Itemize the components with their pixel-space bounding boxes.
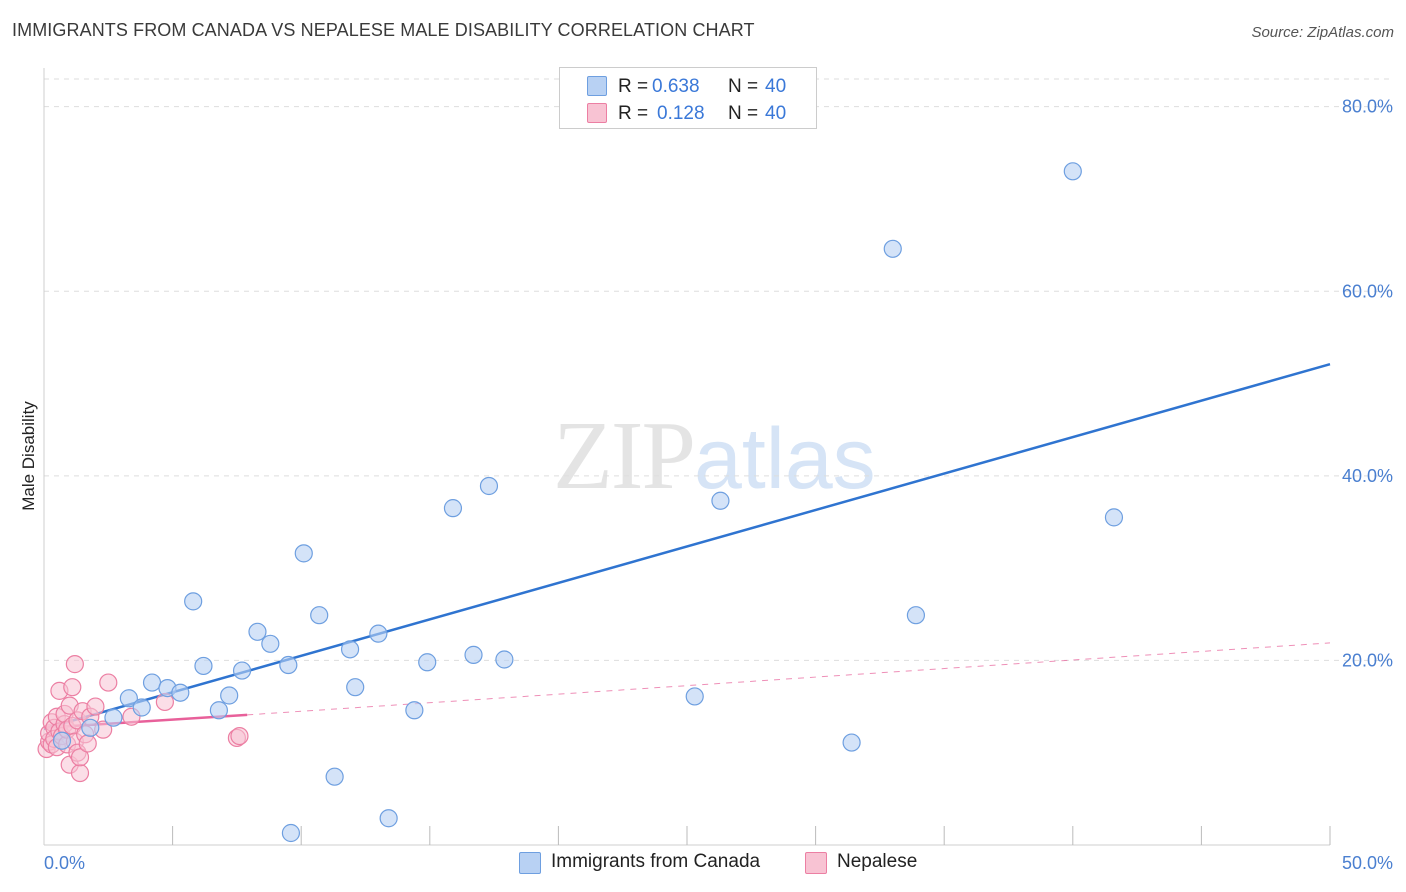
legend-r-value: 0.128 — [657, 103, 705, 124]
canada-point — [142, 673, 162, 692]
watermark: ZIPatlas — [553, 400, 876, 512]
chart-title: IMMIGRANTS FROM CANADA VS NEPALESE MALE … — [12, 20, 755, 40]
canada-point — [1104, 508, 1124, 527]
canada-point — [479, 476, 499, 496]
x-tick-label-max: 50.0% — [1342, 853, 1393, 873]
canada-point — [209, 701, 228, 720]
x-tick-marks — [172, 826, 1331, 845]
canada-point — [119, 689, 138, 708]
canada-points — [52, 162, 1124, 843]
bottom-legend-canada: Immigrants from Canada — [551, 851, 761, 872]
nepalese-point — [63, 678, 82, 697]
legend-n-label: N = — [728, 76, 759, 97]
nepalese-point — [78, 734, 97, 753]
canada-point — [842, 733, 861, 752]
y-tick-label: 20.0% — [1342, 650, 1393, 670]
nepalese-point — [70, 763, 90, 783]
grid-lines — [44, 78, 1393, 661]
canada-point — [346, 678, 365, 697]
canada-point — [379, 809, 398, 828]
canada-point — [495, 650, 514, 669]
canada-point — [418, 653, 437, 672]
canada-trend-line — [43, 362, 1331, 730]
bottom-legend-swatch-blue — [519, 852, 541, 874]
canada-point — [443, 499, 463, 518]
nepalese-point — [70, 748, 90, 767]
legend-n-value: 40 — [765, 103, 787, 124]
canada-point — [194, 656, 213, 676]
legend-r-label: R = — [618, 76, 649, 97]
source-label: Source: ZipAtlas.com — [1251, 24, 1394, 41]
canada-point — [464, 645, 483, 664]
nepalese-point — [86, 697, 105, 716]
canada-point — [906, 606, 926, 625]
watermark-zip: ZIP — [553, 402, 696, 510]
canada-point — [171, 683, 190, 702]
canada-point — [232, 661, 252, 680]
canada-point — [248, 622, 267, 641]
canada-point — [340, 640, 360, 659]
canada-point — [184, 592, 203, 611]
correlation-legend: R = 0.638 N = 40 R = 0.128 N = 40 — [559, 67, 817, 129]
canada-point — [281, 823, 301, 843]
legend-n-label: N = — [728, 103, 759, 124]
canada-point — [325, 767, 344, 786]
bottom-legend-nepalese: Nepalese — [837, 851, 918, 872]
y-tick-label: 60.0% — [1342, 281, 1393, 301]
legend-swatch-blue — [587, 76, 607, 96]
legend-swatch-pink — [587, 103, 607, 123]
nepalese-trend-dashed — [247, 642, 1331, 716]
legend-r-label: R = — [618, 103, 649, 124]
canada-point — [294, 544, 313, 563]
canada-point — [81, 718, 100, 737]
y-tick-label: 40.0% — [1342, 466, 1393, 486]
canada-point — [685, 687, 704, 706]
x-tick-label-min: 0.0% — [44, 853, 85, 873]
canada-point — [369, 624, 388, 643]
legend-n-value: 40 — [765, 76, 787, 97]
y-tick-label: 80.0% — [1342, 97, 1393, 117]
canada-point — [104, 708, 123, 727]
canada-point — [405, 701, 424, 720]
bottom-legend-swatch-pink — [805, 852, 827, 874]
canada-point — [279, 655, 298, 675]
nepalese-point — [230, 726, 249, 746]
canada-point — [261, 634, 280, 653]
nepalese-point — [99, 673, 118, 692]
canada-point — [220, 686, 239, 705]
y-tick-labels: 20.0% 40.0% 60.0% 80.0% — [1342, 97, 1393, 671]
canada-point — [310, 606, 329, 625]
canada-point — [711, 491, 730, 510]
canada-point — [132, 698, 151, 717]
nepalese-point — [65, 655, 84, 674]
legend-r-value: 0.638 — [652, 76, 700, 97]
y-axis-label: Male Disability — [19, 401, 38, 511]
canada-point — [1063, 162, 1082, 181]
canada-point — [883, 239, 902, 258]
canada-point — [52, 731, 72, 750]
watermark-atlas: atlas — [694, 411, 876, 507]
